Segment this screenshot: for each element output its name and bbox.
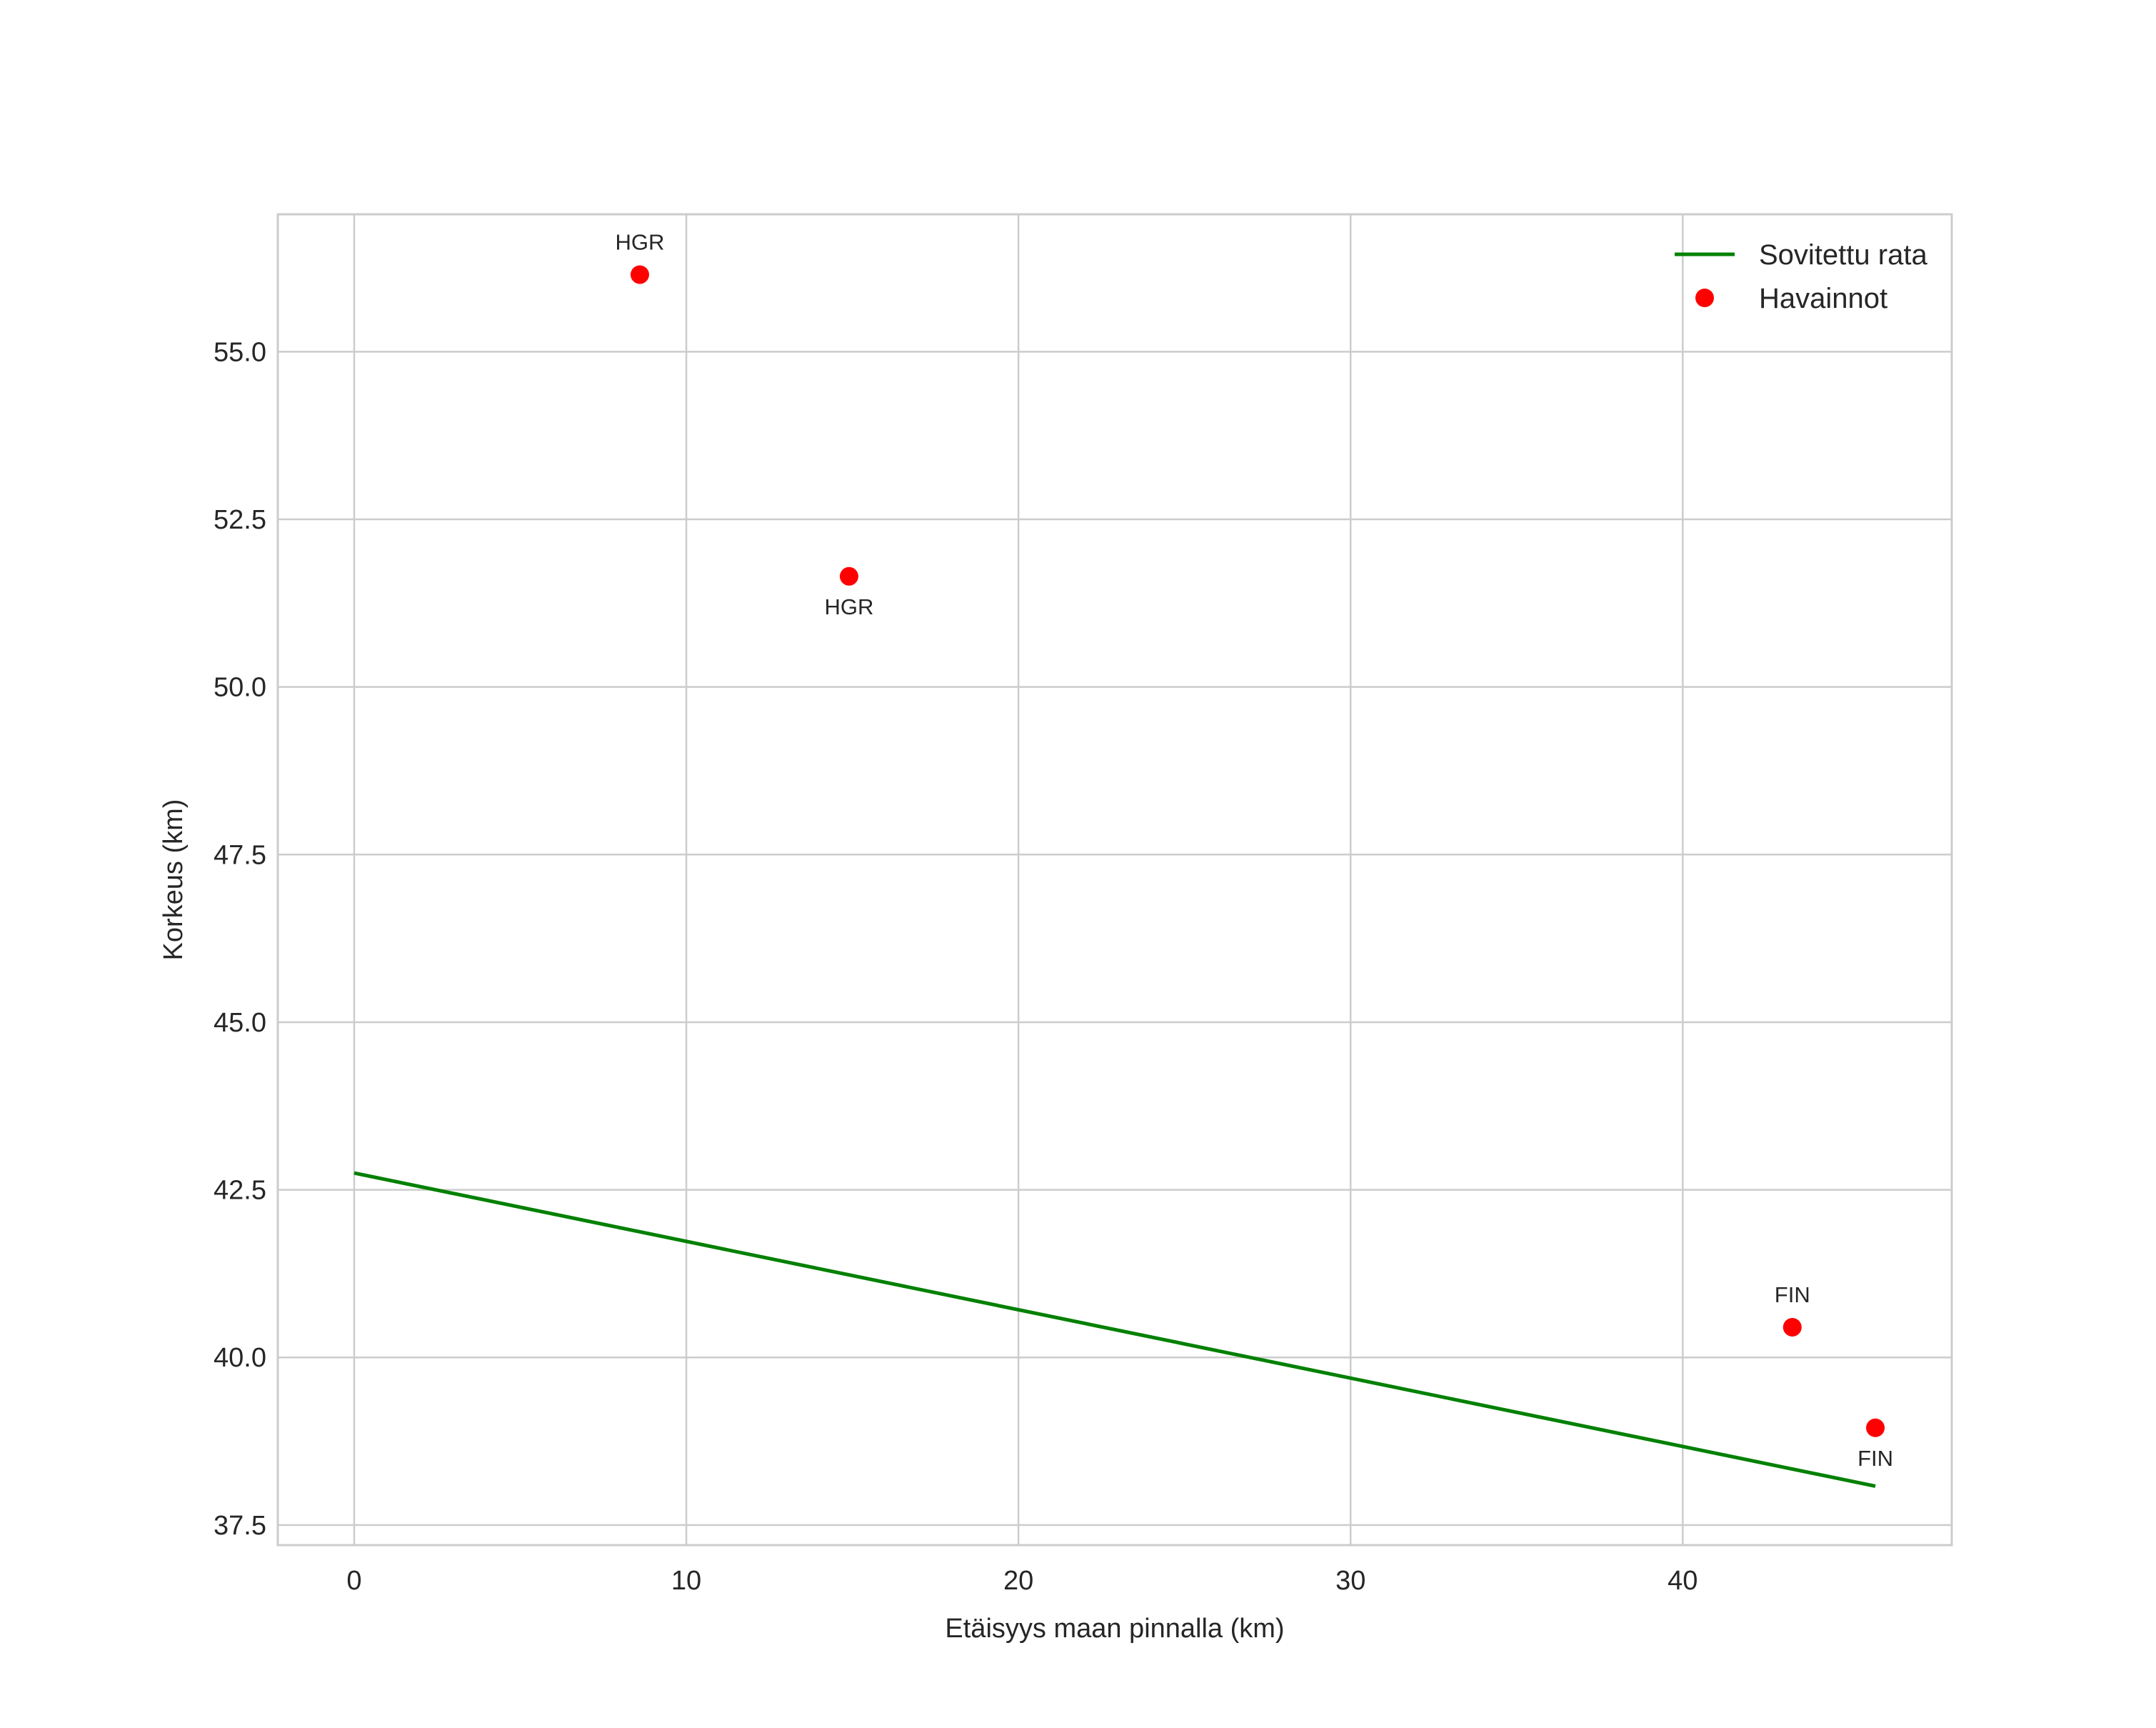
observation-point (1866, 1418, 1885, 1437)
x-tick-label: 40 (1668, 1566, 1698, 1596)
legend-entry-label: Sovitettu rata (1759, 239, 1927, 271)
plot-frame (276, 213, 1953, 1547)
y-tick-label: 42.5 (214, 1176, 266, 1206)
x-tick-label: 0 (346, 1566, 361, 1596)
legend: Sovitettu rata Havainnot (1675, 239, 1927, 314)
x-axis-label: Etäisyys maan pinnalla (km) (945, 1614, 1284, 1644)
series-layer: HGR HGR FIN FIN (354, 229, 1893, 1488)
y-axis-label: Korkeus (km) (159, 799, 189, 961)
observation-point (1783, 1317, 1802, 1337)
x-tick-label: 30 (1335, 1566, 1365, 1596)
y-tick-label: 50.0 (214, 673, 266, 703)
y-tick-label: 40.0 (214, 1343, 266, 1373)
point-label: HGR (824, 594, 873, 619)
labels-layer: Etäisyys maan pinnalla (km) Korkeus (km) (159, 799, 1285, 1644)
point-label: FIN (1775, 1282, 1810, 1307)
y-tick-label: 52.5 (214, 505, 266, 535)
legend-entry-label: Havainnot (1759, 283, 1887, 314)
point-label: HGR (615, 229, 664, 254)
observation-point (839, 566, 858, 586)
grid-layer (278, 214, 1952, 1545)
ticks-layer: 0 10 20 30 40 37.5 40.0 42.5 45.0 47.5 50.0 52.5 55.… (214, 337, 1698, 1596)
point-label: FIN (1857, 1446, 1893, 1471)
y-tick-label: 37.5 (214, 1511, 266, 1541)
y-tick-label: 45.0 (214, 1008, 266, 1038)
legend-marker-swatch (1695, 289, 1714, 307)
y-tick-label: 55.0 (214, 337, 266, 367)
x-tick-label: 10 (671, 1566, 701, 1596)
fitted-trajectory-line (354, 1171, 1876, 1488)
y-tick-label: 47.5 (214, 840, 266, 870)
x-tick-label: 20 (1003, 1566, 1033, 1596)
observation-point (630, 265, 649, 284)
